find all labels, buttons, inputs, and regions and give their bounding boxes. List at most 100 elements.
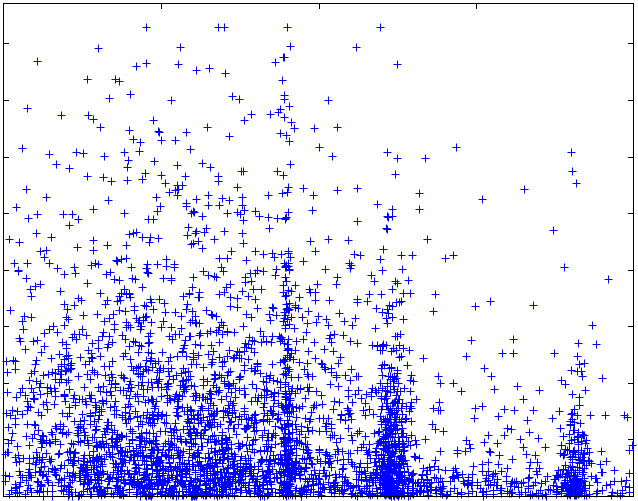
data-point [112, 256, 121, 265]
data-point [61, 367, 70, 376]
data-point [220, 357, 229, 366]
data-point [70, 301, 79, 310]
data-point [11, 365, 20, 374]
data-point [278, 76, 287, 85]
data-point [283, 188, 292, 197]
data-point [195, 331, 204, 340]
data-point [436, 474, 445, 483]
data-point [141, 169, 150, 178]
data-point [347, 490, 356, 499]
data-point [83, 370, 92, 379]
data-point [207, 310, 216, 319]
data-point [572, 179, 581, 188]
data-point [99, 382, 108, 391]
data-point [316, 457, 325, 466]
data-point [50, 400, 59, 409]
data-point [156, 456, 165, 465]
data-point [106, 387, 115, 396]
data-point [241, 273, 250, 282]
data-point [279, 288, 288, 297]
data-point [220, 379, 229, 388]
data-point [141, 470, 150, 479]
data-point [276, 129, 285, 138]
data-point [246, 465, 255, 474]
data-point [37, 348, 46, 357]
data-point [195, 481, 204, 490]
data-point [111, 75, 120, 84]
data-point [169, 454, 178, 463]
data-point [162, 452, 171, 461]
data-point [150, 157, 159, 166]
data-point [81, 431, 90, 440]
data-point [141, 362, 150, 371]
data-point [380, 476, 389, 485]
data-point [351, 314, 360, 323]
data-point [534, 434, 543, 443]
data-point [480, 438, 489, 447]
data-point [51, 369, 60, 378]
data-point [132, 314, 141, 323]
data-point [147, 479, 156, 488]
data-point [251, 410, 260, 419]
data-point [233, 303, 242, 312]
data-point [353, 184, 362, 193]
data-point [587, 472, 596, 481]
data-point [66, 447, 75, 456]
data-point [535, 386, 544, 395]
data-point [192, 227, 201, 236]
data-point [250, 337, 259, 346]
data-point [407, 417, 416, 426]
data-point [320, 345, 329, 354]
data-point [267, 484, 276, 493]
data-point [276, 337, 285, 346]
data-point [56, 464, 65, 473]
data-point [198, 244, 207, 253]
data-point [400, 467, 409, 476]
data-point [382, 224, 391, 233]
data-point [81, 465, 90, 474]
data-point [415, 487, 424, 496]
data-point [83, 279, 92, 288]
data-point [247, 397, 256, 406]
data-point [44, 370, 53, 379]
data-point [27, 488, 36, 497]
data-point [559, 432, 568, 441]
data-point [317, 491, 326, 500]
data-point [124, 156, 133, 165]
data-point [251, 247, 260, 256]
data-point [82, 331, 91, 340]
data-point [565, 430, 574, 439]
data-point [265, 455, 274, 464]
data-point [311, 296, 320, 305]
data-point [154, 234, 163, 243]
data-point [406, 376, 415, 385]
data-point [209, 479, 218, 488]
data-point [31, 421, 40, 430]
data-point [333, 483, 342, 492]
data-point [280, 435, 289, 444]
data-point [215, 353, 224, 362]
data-point [52, 424, 61, 433]
data-point [491, 469, 500, 478]
data-point [62, 378, 71, 387]
data-point [280, 458, 289, 467]
data-point [224, 368, 233, 377]
data-point [286, 160, 295, 169]
data-point [55, 449, 64, 458]
data-point [288, 459, 297, 468]
data-point [383, 225, 392, 234]
data-point [180, 387, 189, 396]
data-point [244, 355, 253, 364]
data-point [235, 373, 244, 382]
data-point [144, 269, 153, 278]
data-point [203, 460, 212, 469]
data-point [230, 424, 239, 433]
data-point [392, 391, 401, 400]
data-point [387, 364, 396, 373]
data-point [324, 321, 333, 330]
data-point [344, 449, 353, 458]
data-point [149, 215, 158, 224]
data-point [110, 410, 119, 419]
data-point [301, 394, 310, 403]
data-point [260, 399, 269, 408]
